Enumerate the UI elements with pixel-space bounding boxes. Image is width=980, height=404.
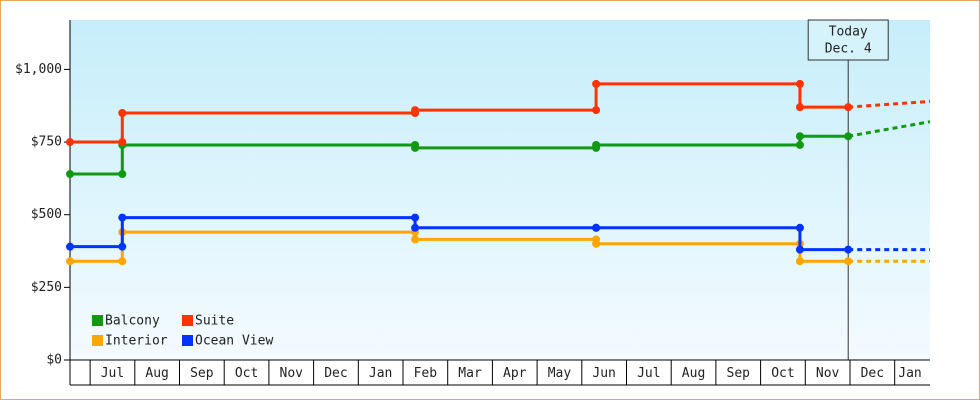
price-line [70,82,849,144]
x-tick-label: Aug [682,366,705,381]
price-point [411,223,420,232]
price-point [795,103,804,112]
legend-swatch [182,315,193,326]
price-point [795,245,804,254]
today-box [807,19,889,61]
x-tick-label: Apr [503,366,527,381]
x-tick-label: Jun [592,366,615,381]
price-point [118,257,127,266]
x-tick-label: Dec [861,366,884,381]
price-point [66,138,74,147]
price-point [66,170,74,179]
price-point [118,108,127,117]
x-tick-label: Jan [898,366,921,381]
x-tick-label: Nov [280,366,304,381]
price-line [70,134,849,176]
price-point [66,242,74,251]
x-tick-label: Nov [816,366,840,381]
price-point [411,106,420,115]
price-point [844,257,853,266]
x-tick-label: Feb [414,366,438,381]
y-tick-label: $250 [31,280,62,295]
price-point [592,239,601,248]
legend-label: Interior [105,334,168,349]
y-tick-label: $500 [31,207,62,222]
price-point [844,132,853,141]
legend-label: Balcony [105,314,160,329]
price-point [118,242,127,251]
plot-area [70,20,930,360]
price-point [795,257,804,266]
x-tick-label: Dec [324,366,347,381]
y-tick-label: $750 [31,135,62,150]
x-tick-label: Oct [771,366,794,381]
x-tick-label: Jan [369,366,392,381]
price-point [844,245,853,254]
price-point [411,143,420,152]
legend-swatch [92,335,103,346]
price-point [592,223,601,232]
price-point [66,257,74,266]
price-point [592,140,601,149]
price-point [411,235,420,244]
legend-label: Suite [195,314,234,329]
y-tick-label: $0 [46,353,62,368]
price-point [118,213,127,222]
today-label: Today [829,25,868,40]
price-point [844,103,853,112]
x-tick-label: Jul [637,366,660,381]
price-point [795,140,804,149]
price-point [795,223,804,232]
legend-swatch [182,335,193,346]
price-point [118,138,127,147]
x-tick-label: Sep [190,366,214,381]
x-tick-label: Oct [235,366,258,381]
x-tick-label: Mar [458,366,482,381]
y-tick-label: $1,000 [15,62,62,77]
price-point [411,213,420,222]
x-tick-label: May [548,366,572,381]
today-label: Dec. 4 [825,42,872,57]
legend-swatch [92,315,103,326]
forecast-line [847,120,931,138]
price-point [795,79,804,88]
x-tick-label: Jul [101,366,124,381]
price-point [118,170,127,179]
x-tick-label: Sep [727,366,751,381]
price-point [592,79,601,88]
x-tick-label: Aug [145,366,168,381]
price-point [795,132,804,141]
legend-label: Ocean View [195,334,273,349]
price-point [592,106,601,115]
forecast-line [848,99,931,109]
